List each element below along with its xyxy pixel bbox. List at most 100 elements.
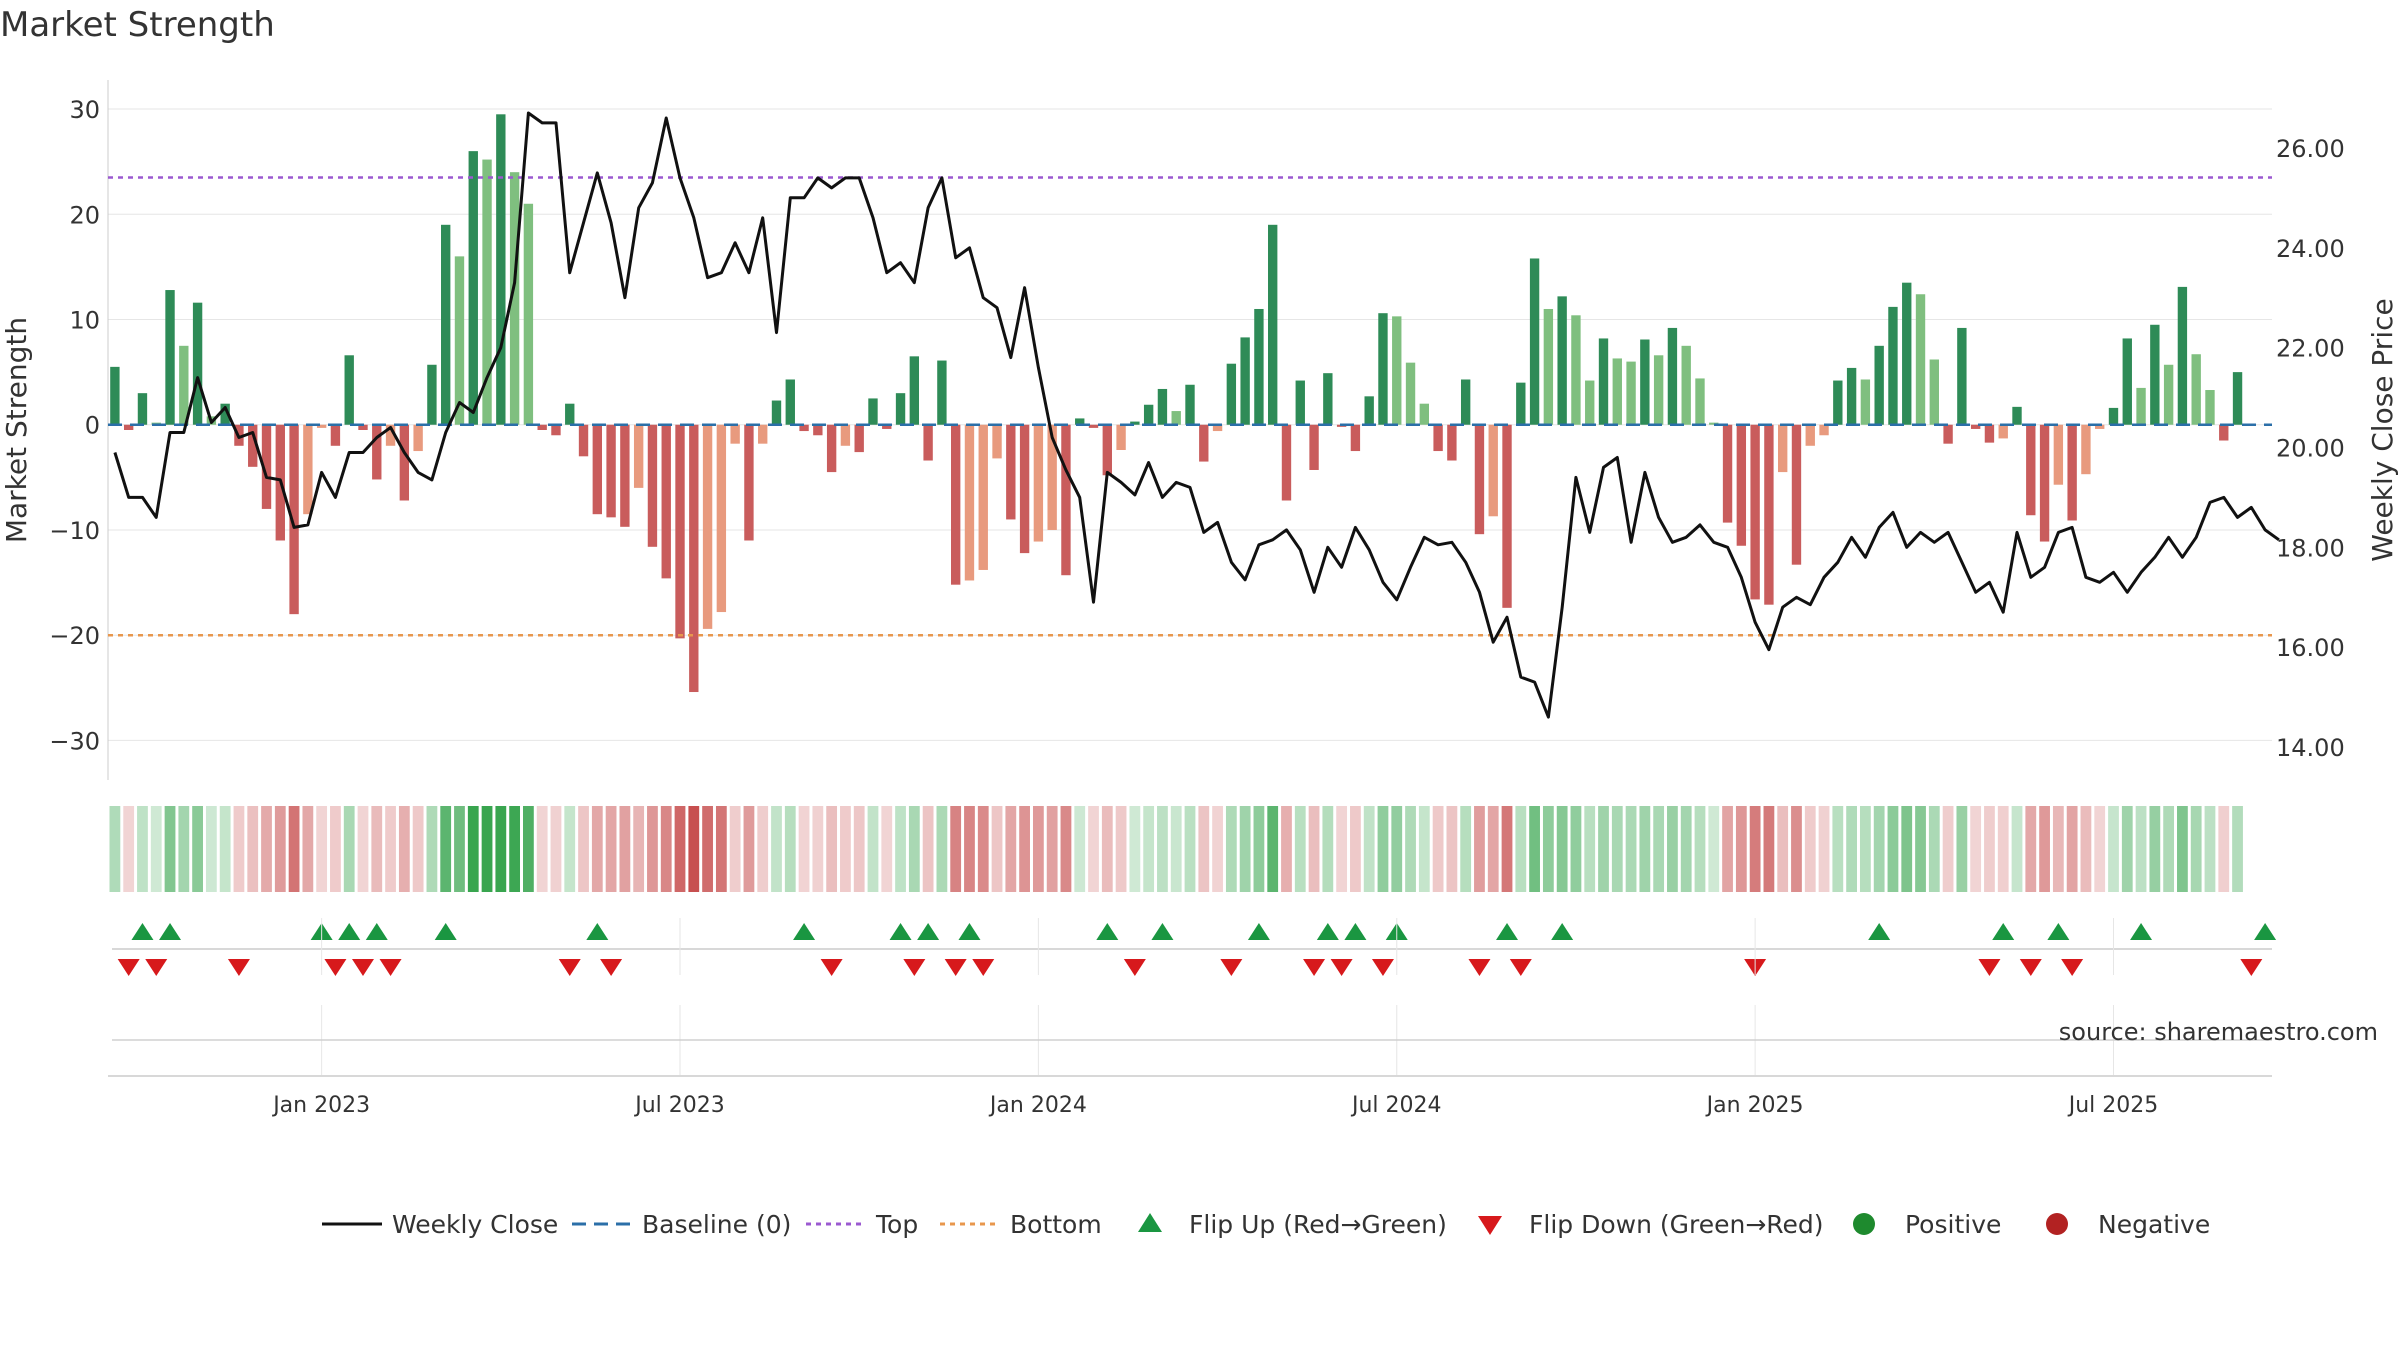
heat-cell xyxy=(771,806,782,892)
heat-cell xyxy=(1598,806,1609,892)
heat-cell xyxy=(743,806,755,892)
strength-bar xyxy=(1626,361,1636,425)
heat-cell xyxy=(2190,806,2202,892)
flip-down-marker xyxy=(1468,959,1491,976)
heat-cell xyxy=(660,806,672,892)
strength-bar xyxy=(454,256,465,425)
strength-bar xyxy=(1199,424,1209,462)
heat-cell xyxy=(1997,806,2009,892)
strength-bar xyxy=(2081,424,2091,475)
heat-cell xyxy=(123,806,135,892)
strength-bar xyxy=(1860,379,1871,425)
strength-bar xyxy=(1075,418,1085,425)
heat-cell xyxy=(1350,806,1361,892)
heat-cell xyxy=(2108,806,2119,892)
legend-label: Top xyxy=(875,1210,918,1239)
heat-cell xyxy=(1556,806,1568,892)
heat-cell xyxy=(164,806,176,892)
heat-cell xyxy=(1956,806,1968,892)
heat-cell xyxy=(2039,806,2050,892)
strength-bar xyxy=(1254,308,1264,425)
strength-bar xyxy=(2232,372,2243,425)
strength-bar xyxy=(1557,296,1567,425)
y-tick-right-label: 16.00 xyxy=(2276,634,2345,662)
heat-cell xyxy=(1281,806,1292,892)
heat-cell xyxy=(1763,806,1775,892)
strength-bar xyxy=(1640,339,1650,425)
flip-down-marker xyxy=(324,959,347,976)
strength-bar xyxy=(1240,337,1250,425)
flip-marker-panel xyxy=(112,923,2277,976)
heat-cell xyxy=(2218,806,2230,892)
heat-cell xyxy=(1253,806,1265,892)
strength-bar xyxy=(1998,424,2008,439)
strength-bar xyxy=(2053,424,2064,485)
strength-bar xyxy=(647,424,658,547)
heat-cell xyxy=(757,806,769,892)
strength-bar xyxy=(1047,424,1057,530)
y-tick-left-label: 0 xyxy=(85,412,100,440)
heat-cell xyxy=(330,806,341,892)
strength-bar xyxy=(179,345,189,425)
strength-bar xyxy=(1888,306,1898,425)
heat-cell xyxy=(1225,806,1237,892)
flip-up-marker xyxy=(1316,923,1339,940)
y-tick-right-label: 22.00 xyxy=(2276,335,2345,363)
heat-cell xyxy=(1157,806,1168,892)
heat-cell xyxy=(1515,806,1527,892)
x-tick-label: Jul 2024 xyxy=(1350,1093,1442,1118)
strength-bar xyxy=(289,424,299,615)
heat-cell xyxy=(1832,806,1844,892)
heat-cell xyxy=(2094,806,2106,892)
strength-bar xyxy=(633,424,644,488)
strength-bar xyxy=(895,393,906,425)
strength-bar xyxy=(1764,424,1774,605)
heat-cell xyxy=(1915,806,1926,892)
heat-cell xyxy=(564,806,576,892)
strength-bar xyxy=(578,424,589,457)
flip-down-marker xyxy=(2240,959,2263,976)
heat-cell xyxy=(908,806,920,892)
flip-up-marker xyxy=(889,923,912,940)
strength-bar xyxy=(1405,362,1416,425)
x-tick-label: Jan 2024 xyxy=(988,1093,1087,1118)
strength-bar xyxy=(1833,380,1843,425)
heat-cell xyxy=(467,806,479,892)
strength-bar xyxy=(1019,424,1030,554)
heat-cell xyxy=(1529,806,1540,892)
heat-cell xyxy=(1198,806,1210,892)
strength-bar xyxy=(1598,338,1609,425)
source-note: source: sharemaestro.com xyxy=(2059,1018,2378,1046)
strength-bar xyxy=(2177,286,2188,425)
strength-bar xyxy=(1460,379,1471,425)
strength-bar xyxy=(1653,355,1664,425)
strength-bar xyxy=(1585,380,1595,425)
heat-cell xyxy=(109,806,121,892)
heat-cell xyxy=(1294,806,1306,892)
heat-cell xyxy=(867,806,879,892)
flip-down-marker xyxy=(1330,959,1353,976)
strength-bar xyxy=(137,393,148,425)
strength-bar xyxy=(964,424,975,581)
heat-cell xyxy=(1322,806,1334,892)
flip-down-marker xyxy=(820,959,843,976)
y-axis-right-ticks: 26.00 24.00 22.00 20.00 18.00 16.00 14.00 xyxy=(2276,135,2345,762)
heat-cell xyxy=(2163,806,2175,892)
heat-cell xyxy=(1405,806,1416,892)
heat-cell xyxy=(729,806,741,892)
heat-cell xyxy=(977,806,989,892)
strength-bar xyxy=(1268,224,1278,425)
strength-bar xyxy=(1791,424,1802,565)
heat-cell xyxy=(1446,806,1458,892)
heat-cell xyxy=(1019,806,1030,892)
strength-bar xyxy=(1929,359,1939,425)
heat-cell xyxy=(647,806,658,892)
flip-up-marker xyxy=(958,923,981,940)
strength-bar xyxy=(1488,424,1498,517)
strength-bar xyxy=(192,302,203,425)
strength-bar xyxy=(771,400,782,425)
flip-down-marker xyxy=(1123,959,1146,976)
heat-cell xyxy=(343,806,355,892)
heat-cell xyxy=(385,806,396,892)
